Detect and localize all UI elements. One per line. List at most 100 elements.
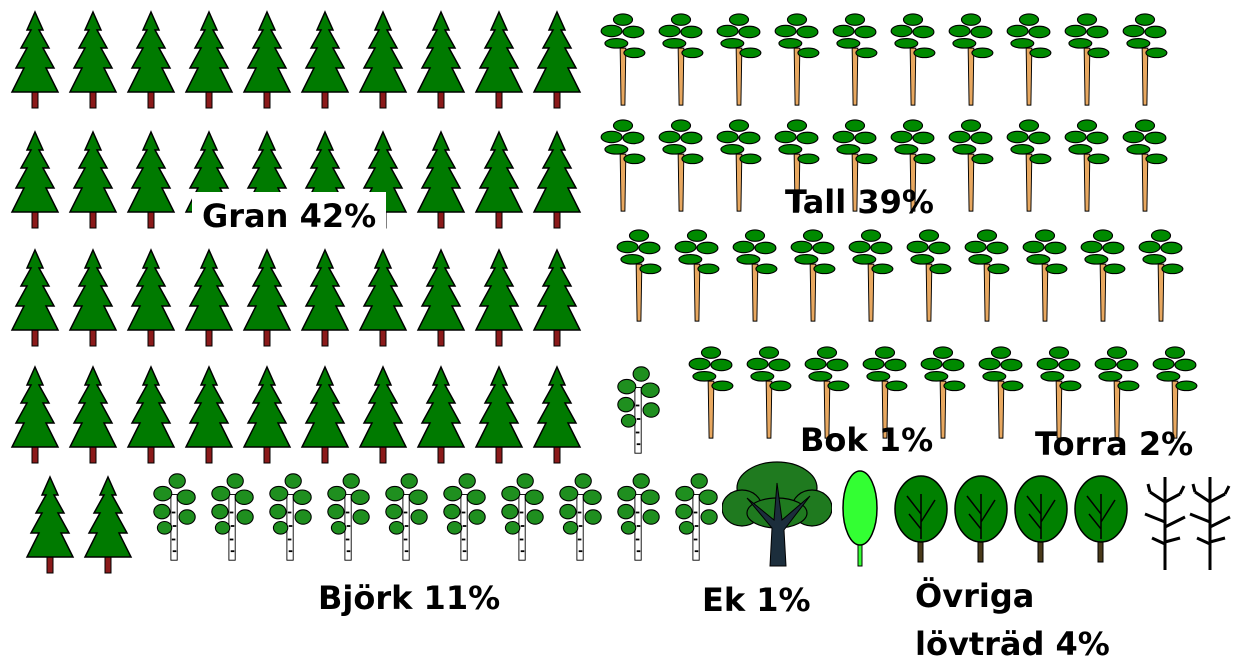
category-label: Torra 2% xyxy=(1035,420,1193,468)
tree-icon xyxy=(1081,230,1125,321)
tree-icon xyxy=(70,250,116,346)
tree-icon xyxy=(12,250,58,346)
tree-icon xyxy=(186,250,232,346)
tree-icon xyxy=(1065,14,1109,105)
tree-icon xyxy=(328,474,369,560)
tree-icon xyxy=(212,474,253,560)
tree-icon xyxy=(12,12,58,108)
tree-icon xyxy=(895,476,947,562)
tree-icon xyxy=(1123,14,1167,105)
category-label: Tall 39% xyxy=(785,178,934,226)
tree-icon xyxy=(70,367,116,463)
tree-icon xyxy=(128,367,174,463)
tree-icon xyxy=(244,250,290,346)
tree-icon xyxy=(659,14,703,105)
tree-icon xyxy=(955,476,1007,562)
tree-icon xyxy=(534,12,580,108)
tree-icon xyxy=(1007,120,1051,211)
value-label: 42% xyxy=(300,197,377,235)
value-label: 1% xyxy=(756,581,810,619)
tree-icon xyxy=(534,367,580,463)
category-label: Ek 1% xyxy=(702,576,811,624)
tree-icon xyxy=(244,12,290,108)
category-name: Gran xyxy=(202,197,288,235)
tree-icon xyxy=(560,474,601,560)
tree-icon xyxy=(775,14,819,105)
chart xyxy=(0,0,1237,663)
tree-icon xyxy=(302,367,348,463)
tree-icon xyxy=(12,132,58,228)
category-name: Tall xyxy=(785,183,846,221)
tree-icon xyxy=(85,477,131,573)
category-label: Gran 42% xyxy=(192,192,386,240)
tree-icon xyxy=(534,250,580,346)
tree-icon xyxy=(1190,477,1230,570)
tree-icon xyxy=(949,14,993,105)
tree-icon xyxy=(128,12,174,108)
tree-icon xyxy=(128,250,174,346)
category-icons xyxy=(722,462,832,566)
tree-icon xyxy=(186,367,232,463)
tree-icon xyxy=(1075,476,1127,562)
tree-icon xyxy=(689,347,733,438)
tree-icon xyxy=(907,230,951,321)
tree-icon xyxy=(618,367,659,453)
tree-icon xyxy=(476,367,522,463)
tree-icon xyxy=(675,230,719,321)
tree-icon xyxy=(1145,477,1185,570)
category-icons xyxy=(895,476,1127,562)
value-label: 2% xyxy=(1139,425,1193,463)
tree-icon xyxy=(476,12,522,108)
tree-icon xyxy=(891,14,935,105)
tree-icon xyxy=(27,477,73,573)
tree-icon xyxy=(418,132,464,228)
tree-icon xyxy=(659,120,703,211)
tree-icon xyxy=(733,230,777,321)
tree-icon xyxy=(849,230,893,321)
tree-icon xyxy=(270,474,311,560)
tree-icon xyxy=(444,474,485,560)
tree-icon xyxy=(676,474,717,560)
tree-icon xyxy=(722,462,832,566)
tree-icon xyxy=(186,12,232,108)
category-icons xyxy=(843,471,877,566)
tree-icon xyxy=(791,230,835,321)
tree-icon xyxy=(154,474,195,560)
tree-icon xyxy=(12,367,58,463)
value-label: 4% xyxy=(1056,625,1110,663)
category-name: Övriga lövträd xyxy=(915,577,1044,663)
tree-icon xyxy=(502,474,543,560)
tree-icon xyxy=(617,230,661,321)
value-label: 39% xyxy=(857,183,934,221)
tree-icon xyxy=(601,120,645,211)
tree-icon xyxy=(70,132,116,228)
tree-icon xyxy=(1139,230,1183,321)
tree-icon xyxy=(360,367,406,463)
tree-icon xyxy=(601,14,645,105)
category-name: Bok xyxy=(800,421,868,459)
tree-icon xyxy=(979,347,1023,438)
category-label: Bok 1% xyxy=(800,416,933,464)
tree-icon xyxy=(128,132,174,228)
tree-icon xyxy=(1123,120,1167,211)
tree-icon xyxy=(418,12,464,108)
tree-icon xyxy=(476,250,522,346)
tree-icon xyxy=(360,250,406,346)
tree-icon xyxy=(717,120,761,211)
page: Gran 42%Tall 39%Björk 11%Ek 1%Bok 1%Övri… xyxy=(0,0,1237,663)
tree-icon xyxy=(843,471,877,566)
tree-icon xyxy=(418,250,464,346)
tree-icon xyxy=(717,14,761,105)
tree-icon xyxy=(534,132,580,228)
value-label: 1% xyxy=(879,421,933,459)
tree-icon xyxy=(360,12,406,108)
category-name: Björk xyxy=(318,579,412,617)
category-label: Övriga lövträd 4% xyxy=(915,572,1125,663)
tree-icon xyxy=(747,347,791,438)
tree-icon xyxy=(302,250,348,346)
tree-icon xyxy=(418,367,464,463)
category-name: Ek xyxy=(702,581,745,619)
tree-icon xyxy=(1015,476,1067,562)
tree-icon xyxy=(476,132,522,228)
tree-icon xyxy=(302,12,348,108)
